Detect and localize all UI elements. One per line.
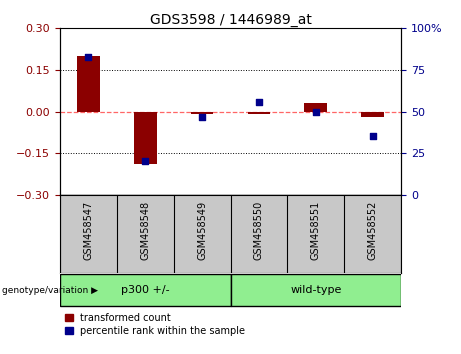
Text: genotype/variation ▶: genotype/variation ▶	[2, 286, 98, 295]
Text: GSM458549: GSM458549	[197, 201, 207, 260]
FancyBboxPatch shape	[230, 274, 401, 306]
Bar	[361, 112, 384, 117]
Title: GDS3598 / 1446989_at: GDS3598 / 1446989_at	[149, 13, 312, 27]
Legend: transformed count, percentile rank within the sample: transformed count, percentile rank withi…	[65, 313, 245, 336]
Bar	[304, 103, 327, 112]
Text: GSM458550: GSM458550	[254, 201, 264, 260]
Bar	[248, 112, 270, 114]
Point	[85, 54, 92, 59]
Point	[255, 99, 263, 104]
Point	[312, 109, 319, 114]
Bar	[77, 56, 100, 112]
Bar	[191, 112, 213, 114]
Point	[142, 159, 149, 164]
Text: GSM458547: GSM458547	[83, 201, 94, 260]
Bar	[134, 112, 157, 164]
Text: wild-type: wild-type	[290, 285, 342, 295]
Text: GSM458548: GSM458548	[140, 201, 150, 260]
Text: GSM458551: GSM458551	[311, 201, 321, 260]
Point	[369, 134, 376, 139]
Text: p300 +/-: p300 +/-	[121, 285, 170, 295]
Text: GSM458552: GSM458552	[367, 201, 378, 260]
Point	[198, 114, 206, 119]
FancyBboxPatch shape	[60, 274, 230, 306]
